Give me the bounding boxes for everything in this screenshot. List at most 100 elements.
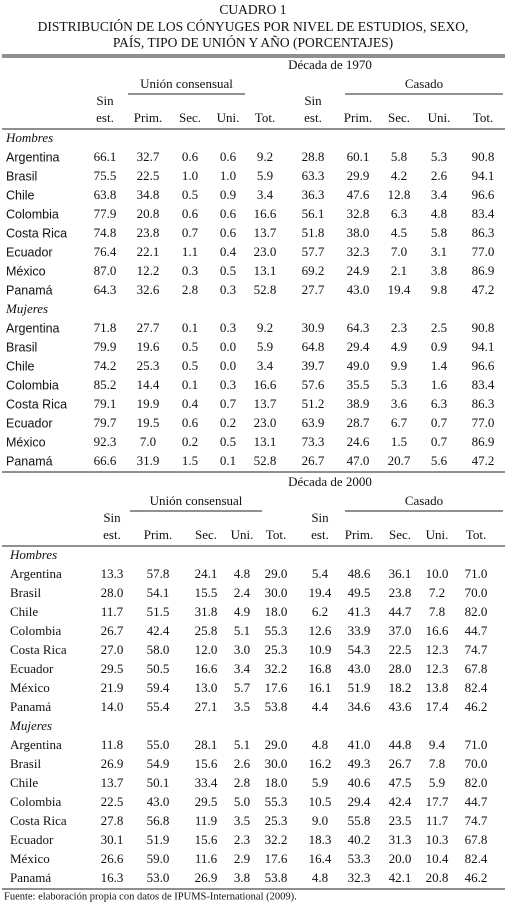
cell-value: 1.0 (220, 168, 236, 183)
cell-value: 22.1 (137, 244, 160, 259)
cell-value: 19.5 (137, 415, 160, 430)
cell-value: 18.0 (265, 775, 288, 790)
cell-value: 31.8 (195, 604, 218, 619)
column-header: Sin (96, 93, 114, 108)
cell-value: 1.0 (182, 168, 198, 183)
cell-value: 57.7 (302, 244, 325, 259)
cell-value: 19.4 (388, 282, 411, 297)
cell-value: 77.9 (94, 206, 117, 221)
column-header: Tot. (255, 110, 275, 125)
cell-value: 27.8 (101, 813, 124, 828)
cell-value: 0.5 (182, 187, 198, 202)
cell-value: 15.6 (195, 756, 218, 771)
cell-value: 0.7 (182, 225, 199, 240)
country-name: Chile (6, 359, 35, 373)
country-name: Costa Rica (10, 642, 67, 657)
cell-value: 59.4 (147, 680, 170, 695)
cell-value: 5.9 (312, 775, 328, 790)
cell-value: 4.8 (312, 870, 328, 885)
group-header: Casado (405, 493, 443, 508)
cell-value: 4.4 (312, 699, 329, 714)
cell-value: 0.2 (182, 434, 198, 449)
cell-value: 71.8 (94, 320, 117, 335)
cell-value: 83.4 (472, 377, 495, 392)
cell-value: 50.5 (147, 661, 170, 676)
cell-value: 42.4 (389, 794, 412, 809)
cell-value: 60.1 (347, 149, 370, 164)
column-header: Sin (103, 510, 121, 525)
section-label: Mujeres (5, 301, 48, 316)
cell-value: 27.1 (195, 699, 218, 714)
cell-value: 1.4 (431, 358, 448, 373)
cell-value: 82.4 (465, 680, 488, 695)
cell-value: 47.2 (472, 453, 495, 468)
cell-value: 29.4 (348, 794, 371, 809)
cell-value: 29.5 (195, 794, 218, 809)
cell-value: 32.3 (348, 870, 371, 885)
cell-value: 27.0 (101, 642, 124, 657)
cell-value: 3.1 (431, 244, 447, 259)
cell-value: 16.3 (101, 870, 124, 885)
cell-value: 7.8 (429, 756, 445, 771)
cell-value: 52.8 (254, 453, 277, 468)
panel-title: Década de 2000 (288, 474, 372, 489)
country-name: Panamá (10, 699, 51, 714)
cell-value: 63.3 (302, 168, 325, 183)
cell-value: 74.8 (94, 225, 117, 240)
column-header: Sin (311, 510, 329, 525)
cell-value: 5.9 (257, 168, 273, 183)
cell-value: 12.0 (195, 642, 218, 657)
cell-value: 31.9 (137, 453, 160, 468)
cell-value: 29.4 (347, 339, 370, 354)
cell-value: 11.9 (195, 813, 217, 828)
country-name: México (6, 435, 46, 449)
cell-value: 14.0 (101, 699, 124, 714)
cell-value: 44.7 (389, 604, 412, 619)
cell-value: 3.4 (257, 358, 274, 373)
cell-value: 0.6 (182, 149, 199, 164)
cell-value: 3.4 (257, 187, 274, 202)
cell-value: 51.5 (147, 604, 170, 619)
country-name: Chile (10, 775, 38, 790)
cell-value: 67.8 (465, 661, 488, 676)
cell-value: 3.8 (234, 870, 250, 885)
cell-value: 10.3 (426, 832, 449, 847)
section-label: Hombres (5, 130, 53, 145)
cell-value: 7.2 (429, 585, 445, 600)
country-name: Ecuador (6, 416, 53, 430)
cell-value: 11.7 (101, 604, 124, 619)
column-header: Sin (304, 93, 322, 108)
cell-value: 5.3 (391, 377, 407, 392)
cell-value: 14.4 (137, 377, 160, 392)
cell-value: 51.9 (348, 680, 371, 695)
group-header: Casado (405, 76, 443, 91)
cell-value: 11.6 (195, 851, 218, 866)
cell-value: 82.4 (465, 851, 488, 866)
cell-value: 53.0 (147, 870, 170, 885)
cell-value: 38.9 (347, 396, 370, 411)
cell-value: 34.6 (348, 699, 371, 714)
cell-value: 0.0 (220, 358, 236, 373)
cell-value: 49.5 (348, 585, 371, 600)
cell-value: 54.1 (147, 585, 170, 600)
cell-value: 0.4 (182, 396, 199, 411)
cell-value: 0.4 (220, 244, 237, 259)
cell-value: 0.1 (182, 377, 198, 392)
cell-value: 90.8 (472, 149, 495, 164)
cell-value: 26.9 (195, 870, 218, 885)
cell-value: 86.9 (472, 263, 495, 278)
cell-value: 96.6 (472, 358, 495, 373)
cell-value: 29.0 (265, 566, 288, 581)
cell-value: 53.3 (348, 851, 371, 866)
cell-value: 32.6 (137, 282, 160, 297)
cell-value: 0.3 (220, 320, 236, 335)
cell-value: 74.2 (94, 358, 117, 373)
cell-value: 23.8 (137, 225, 160, 240)
cell-value: 77.0 (472, 244, 495, 259)
cell-value: 51.9 (147, 832, 170, 847)
cell-value: 28.0 (101, 585, 124, 600)
country-name: Costa Rica (6, 397, 67, 411)
cell-value: 74.7 (465, 642, 488, 657)
cell-value: 55.3 (265, 794, 288, 809)
country-name: Costa Rica (10, 813, 67, 828)
